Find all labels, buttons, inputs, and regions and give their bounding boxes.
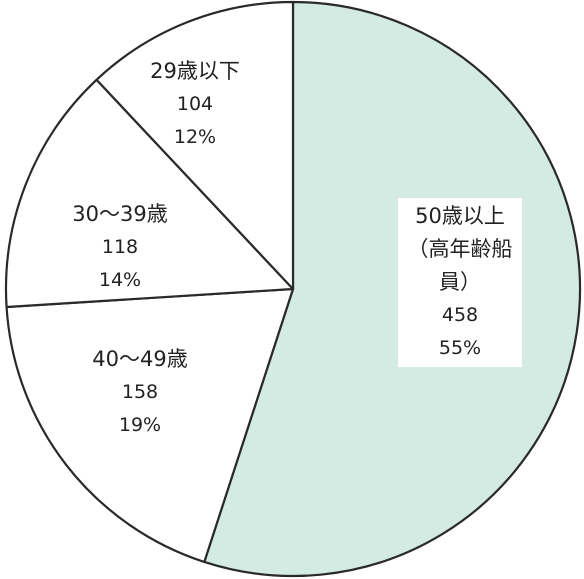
pie-slice: [4, 78, 295, 309]
label-text: 50歳以上 （高年齢船員）: [407, 204, 513, 294]
label-text: 55%: [438, 337, 482, 359]
label-text: 158: [121, 381, 159, 403]
label-text: 14%: [98, 269, 142, 291]
label-text: 19%: [118, 414, 162, 436]
label-text: 40～49歳: [92, 347, 188, 371]
label-text: 30～39歳: [72, 202, 168, 226]
label-text: 118: [101, 236, 139, 258]
pie-slice: [95, 0, 295, 291]
pie-slice: [203, 0, 582, 578]
label-text: 12%: [173, 126, 217, 148]
pie-slice: [5, 287, 295, 564]
label-text: 104: [176, 93, 214, 115]
slice-label: 30～39歳 118 14%: [72, 198, 167, 297]
slice-label: 40～49歳 158 19%: [92, 343, 187, 442]
slice-label: 29歳以下 104 12%: [150, 55, 240, 154]
label-text: 458: [441, 304, 479, 326]
slice-label: 50歳以上 （高年齢船員） 458 55%: [398, 198, 522, 367]
label-text: 29歳以下: [150, 59, 240, 83]
